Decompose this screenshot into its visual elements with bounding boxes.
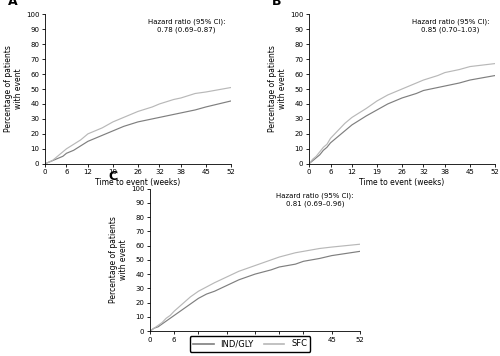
Text: Hazard ratio (95% CI):
0.78 (0.69–0.87): Hazard ratio (95% CI): 0.78 (0.69–0.87) bbox=[148, 19, 226, 33]
Legend: IND/GLY, SFC: IND/GLY, SFC bbox=[190, 336, 310, 352]
Text: Hazard ratio (95% CI):
0.85 (0.70–1.03): Hazard ratio (95% CI): 0.85 (0.70–1.03) bbox=[412, 19, 490, 33]
X-axis label: Time to event (weeks): Time to event (weeks) bbox=[360, 178, 444, 187]
Text: C: C bbox=[108, 170, 117, 183]
Y-axis label: Percentage of patients
with event: Percentage of patients with event bbox=[109, 216, 128, 303]
Y-axis label: Percentage of patients
with event: Percentage of patients with event bbox=[268, 46, 287, 132]
X-axis label: Time to event (weeks): Time to event (weeks) bbox=[212, 345, 298, 355]
X-axis label: Time to event (weeks): Time to event (weeks) bbox=[96, 178, 180, 187]
Text: B: B bbox=[272, 0, 281, 8]
Text: Hazard ratio (95% CI):
0.81 (0.69–0.96): Hazard ratio (95% CI): 0.81 (0.69–0.96) bbox=[276, 193, 353, 207]
Text: A: A bbox=[8, 0, 18, 8]
Y-axis label: Percentage of patients
with event: Percentage of patients with event bbox=[4, 46, 23, 132]
